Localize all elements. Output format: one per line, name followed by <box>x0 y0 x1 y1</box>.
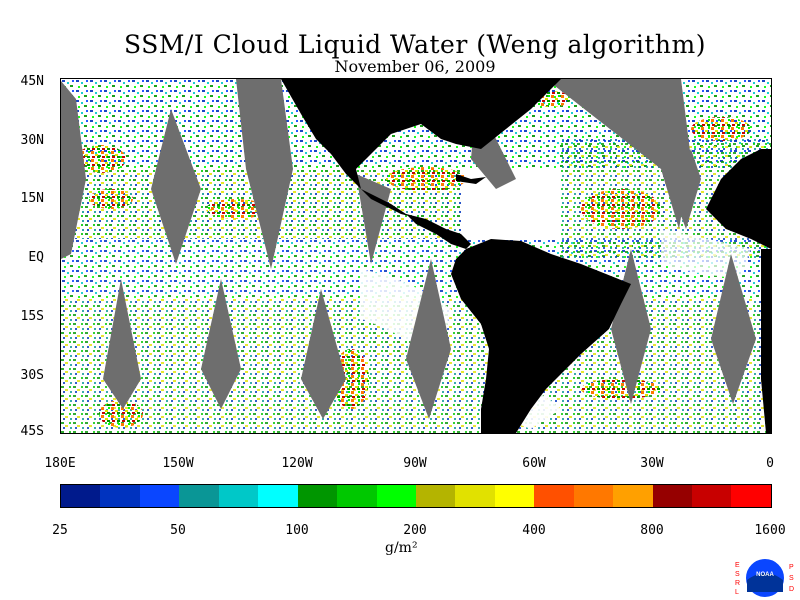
color-scale-cell <box>494 485 535 507</box>
color-scale-cell <box>534 485 574 507</box>
map-date: November 06, 2009 <box>334 57 496 76</box>
colorbar-label-400: 400 <box>522 523 546 538</box>
color-scale-cell <box>455 485 495 507</box>
caribbean-islands <box>456 174 486 184</box>
lon-label-90w: 90W <box>403 456 427 471</box>
color-scale-cell <box>100 485 140 507</box>
lon-label-30w: 30W <box>640 456 664 471</box>
color-scale-cell <box>613 485 653 507</box>
lat-label-45n: 45N <box>20 74 44 89</box>
africa-south <box>761 249 771 433</box>
central-america <box>406 214 471 249</box>
lon-label-150w: 150W <box>162 456 194 471</box>
svg-text:D: D <box>789 586 794 593</box>
colorbar-label-800: 800 <box>640 523 664 538</box>
color-scale-cell <box>692 485 732 507</box>
africa-west <box>706 149 771 249</box>
svg-text:R: R <box>735 580 740 587</box>
color-scale-cell <box>415 485 456 507</box>
colorbar-label-200: 200 <box>403 523 427 538</box>
color-scale-cell <box>179 485 219 507</box>
color-scale-cell <box>652 485 692 507</box>
lat-label-30n: 30N <box>20 133 44 148</box>
colorbar-label-1600: 1600 <box>754 523 786 538</box>
lat-label-eq: EQ <box>28 250 44 265</box>
lon-label-180e: 180E <box>44 456 76 471</box>
color-scale-cell <box>297 485 338 507</box>
svg-text:E: E <box>735 562 740 569</box>
colorbar-label-100: 100 <box>285 523 309 538</box>
south-america <box>451 239 631 433</box>
unit-label: g/m² <box>385 540 418 556</box>
svg-text:L: L <box>735 589 739 596</box>
svg-text:S: S <box>789 575 794 582</box>
map-panel <box>60 78 772 434</box>
color-scale-cell <box>337 485 377 507</box>
color-scale-cell <box>61 485 101 507</box>
lat-label-15s: 15S <box>20 309 44 324</box>
noaa-logo[interactable]: E S R L P S D NOAA <box>733 556 797 600</box>
map-title: SSM/I Cloud Liquid Water (Weng algorithm… <box>124 30 706 59</box>
svg-text:NOAA: NOAA <box>756 572 774 578</box>
color-scale-cell <box>731 485 771 507</box>
colorbar-label-50: 50 <box>170 523 186 538</box>
lat-label-45s: 45S <box>20 424 44 439</box>
lon-label-120w: 120W <box>281 456 313 471</box>
svg-text:P: P <box>789 564 794 571</box>
color-scale-cell <box>376 485 416 507</box>
color-scale-cell <box>218 485 259 507</box>
svg-text:S: S <box>735 571 740 578</box>
color-scale-cell <box>139 485 180 507</box>
land <box>281 79 771 433</box>
lon-label-0: 0 <box>766 456 774 471</box>
lat-label-30s: 30S <box>20 368 44 383</box>
color-scale-bar <box>60 484 772 508</box>
color-scale-cell <box>573 485 614 507</box>
lon-label-60w: 60W <box>522 456 546 471</box>
cloud-water-map <box>61 79 771 433</box>
colorbar-label-25: 25 <box>52 523 68 538</box>
lat-label-15n: 15N <box>20 191 44 206</box>
swath-gaps <box>61 79 756 419</box>
north-america <box>281 79 561 219</box>
color-scale-cell <box>258 485 298 507</box>
